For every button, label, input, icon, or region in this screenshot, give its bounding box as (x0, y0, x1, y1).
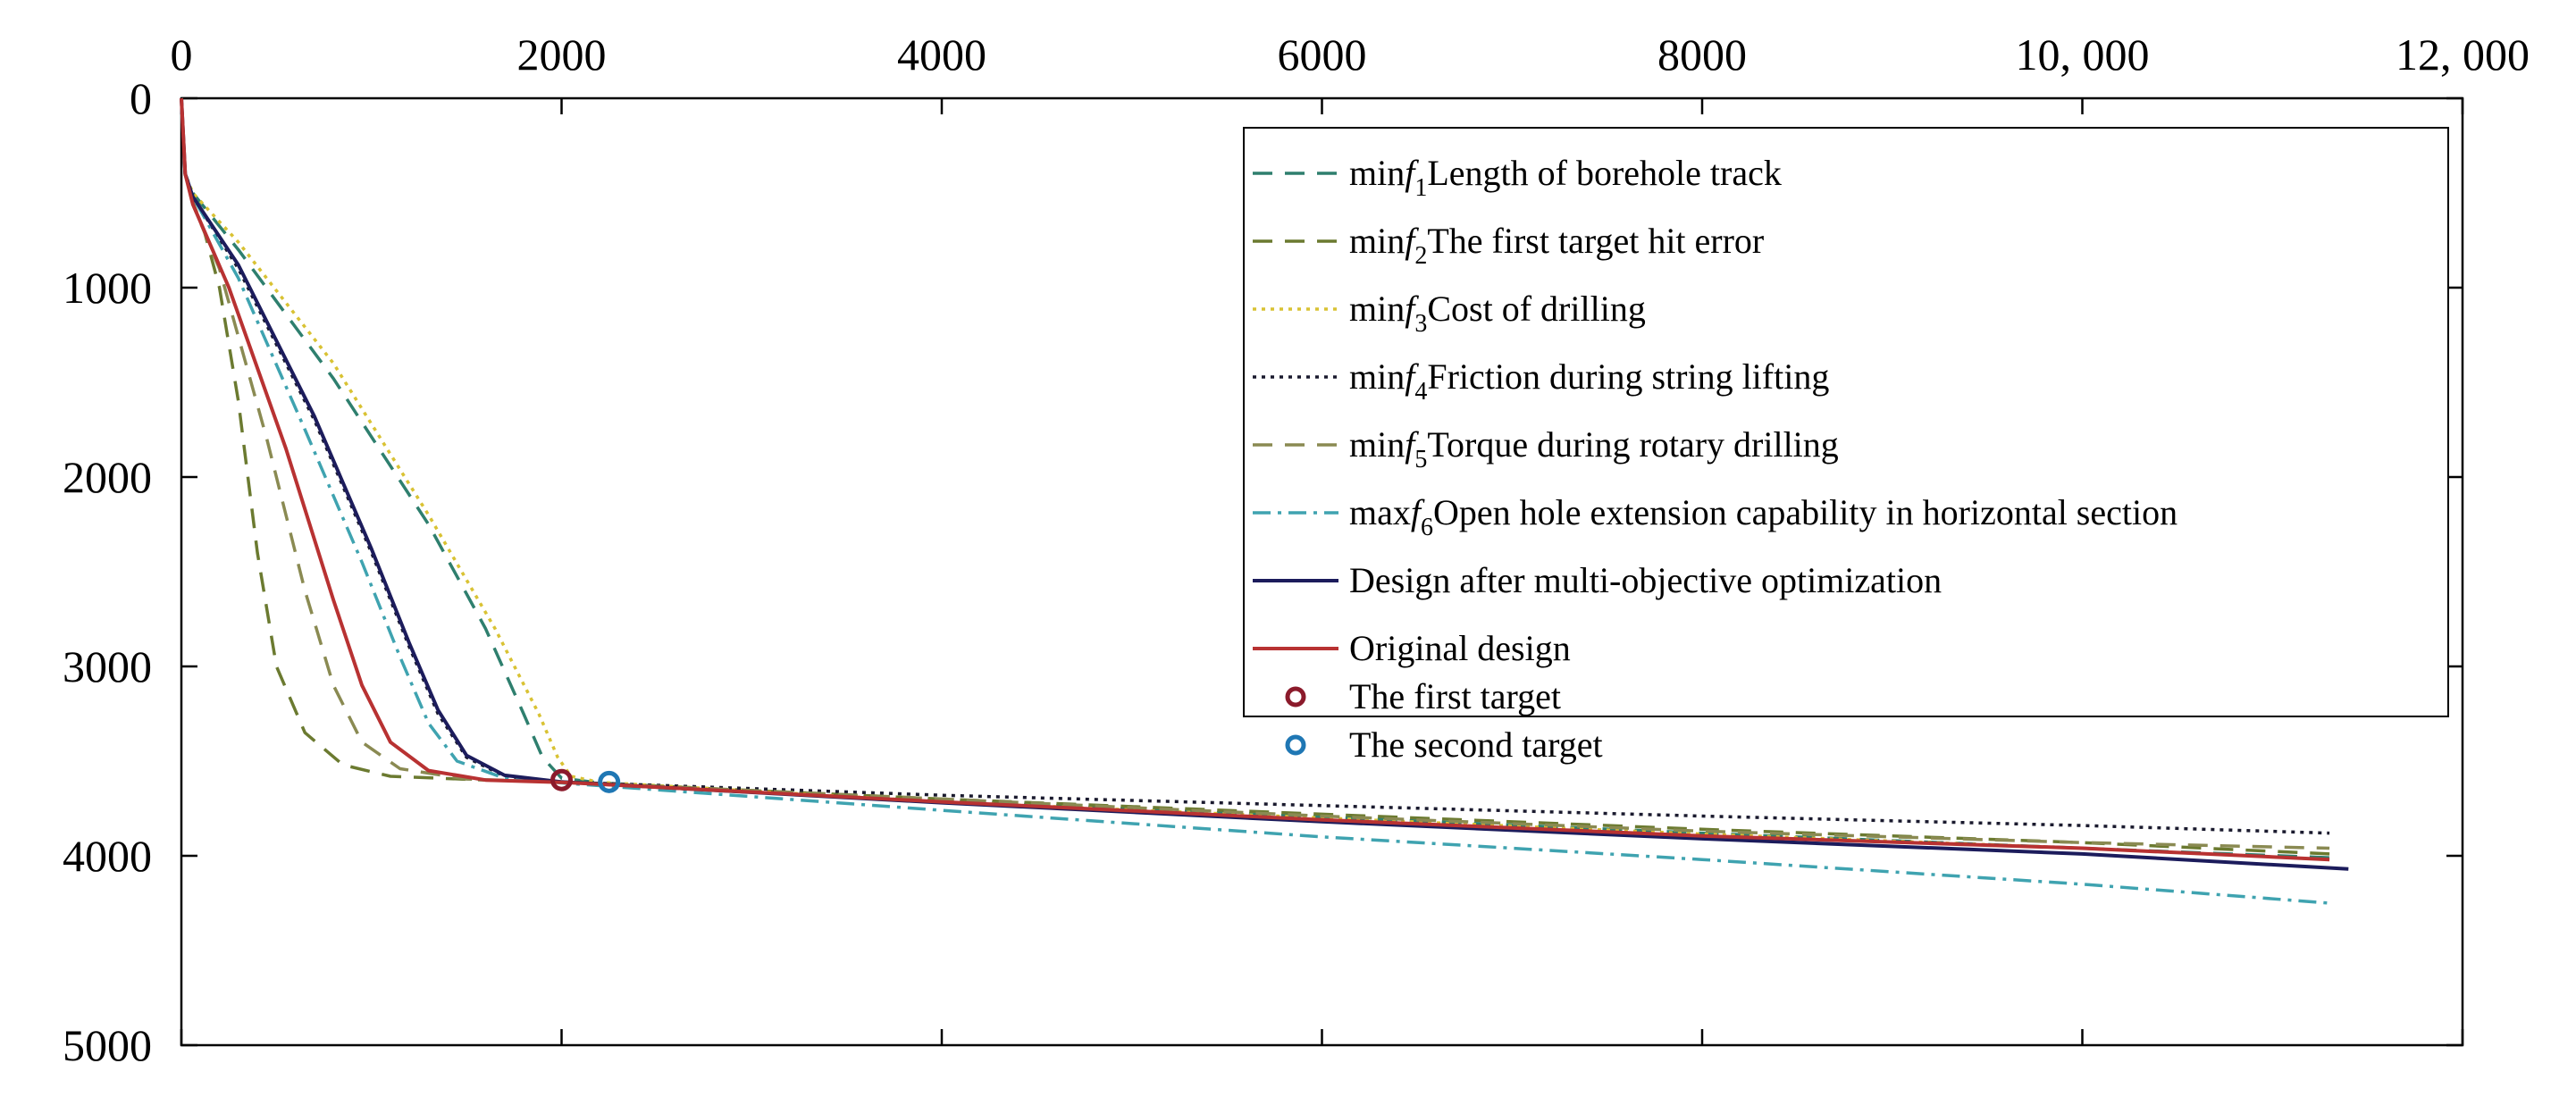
legend-label-3: minf3Cost of drilling (1349, 289, 1646, 338)
legend-label-6: maxf6Open hole extension capability in h… (1349, 492, 2177, 541)
series-line-1 (180, 97, 2330, 859)
legend-label-5: minf5Torque during rotary drilling (1349, 424, 1839, 473)
x-tick-label: 2000 (517, 29, 607, 80)
y-tick-label: 5000 (63, 1020, 152, 1070)
target-marker-1 (550, 768, 573, 791)
series-line-8 (180, 97, 2330, 862)
legend-marker-label-1: The first target (1349, 676, 1561, 716)
legend-box (1243, 127, 2449, 717)
series-layer (180, 97, 2349, 905)
y-axis: 0 1000 2000 3000 4000 5000 (63, 73, 2463, 1070)
marker-layer (550, 768, 621, 793)
legend-label-4: minf4Friction during string lifting (1349, 356, 1829, 406)
target-marker-2 (598, 770, 621, 793)
y-tick-label: 3000 (63, 641, 152, 691)
x-axis: 0 2000 4000 6000 8000 10, 000 12, 000 (171, 29, 2530, 1045)
series-line-6 (180, 97, 2330, 905)
y-tick-label: 0 (130, 73, 152, 123)
x-tick-label: 4000 (897, 29, 986, 80)
series-line-7 (180, 97, 2349, 871)
legend-label-8: Original design (1349, 628, 1571, 668)
legend-label-2: minf2The first target hit error (1349, 221, 1764, 270)
x-tick-label: 0 (171, 29, 193, 80)
y-tick-label: 2000 (63, 452, 152, 502)
x-tick-label: 8000 (1657, 29, 1747, 80)
legend-marker-label-2: The second target (1349, 724, 1603, 765)
y-tick-label: 4000 (63, 831, 152, 881)
x-tick-label: 12, 000 (2396, 29, 2530, 80)
y-tick-label: 1000 (63, 263, 152, 313)
legend-label-1: minf1Length of borehole track (1349, 153, 1782, 202)
legend-marker-1 (1285, 686, 1306, 708)
x-tick-label: 6000 (1278, 29, 1367, 80)
x-tick-label: 10, 000 (2016, 29, 2150, 80)
legend-marker-2 (1285, 734, 1306, 756)
legend-label-7: Design after multi-objective optimizatio… (1349, 560, 1942, 600)
legend: minf1Length of borehole track minf2The fi… (1243, 127, 2449, 765)
